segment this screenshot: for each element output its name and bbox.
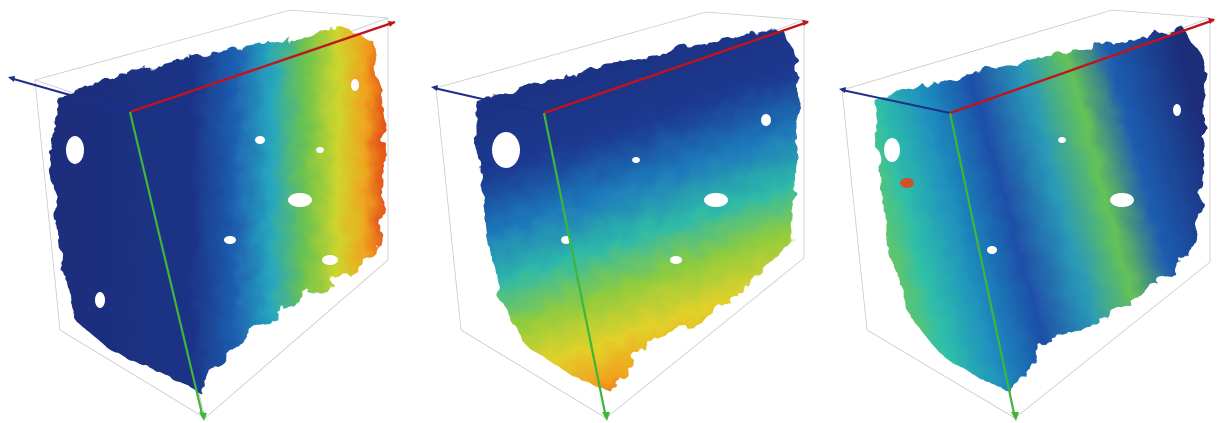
y-axis-line	[841, 89, 951, 114]
porous-volume-left	[50, 28, 385, 392]
volume-panel-left	[0, 0, 406, 423]
volume-panel-right	[812, 0, 1218, 423]
y-axis-arrow	[431, 85, 438, 91]
axes-right	[839, 18, 1215, 421]
y-axis-arrow	[8, 76, 15, 82]
volume-render-middle	[431, 11, 809, 421]
axes-left	[8, 20, 396, 421]
pore-holes-left	[66, 79, 359, 308]
y-axis-line	[9, 77, 131, 113]
porous-volume-right	[874, 28, 1204, 392]
hotspot-red-right	[900, 178, 914, 188]
porous-volume-middle	[476, 28, 798, 392]
x-axis-arrow	[802, 20, 809, 26]
x-axis-arrow	[388, 21, 395, 27]
y-axis-line	[433, 87, 545, 114]
pore-holes-right	[884, 104, 1181, 284]
volume-render-left	[8, 9, 396, 421]
volume-render-right	[839, 9, 1215, 421]
volume-panel-middle	[406, 0, 812, 423]
y-axis-arrow	[839, 87, 846, 93]
z-axis-line	[948, 112, 1017, 419]
z-axis-arrow	[602, 412, 610, 421]
x-axis-line	[543, 20, 809, 115]
pore-holes-middle	[492, 114, 771, 304]
z-axis-line	[128, 111, 205, 419]
z-axis-arrow	[1011, 412, 1019, 421]
axes-middle	[431, 20, 809, 421]
z-axis-arrow	[199, 412, 207, 421]
x-axis-line	[949, 18, 1215, 115]
x-axis-arrow	[1208, 18, 1215, 24]
x-axis-line	[129, 20, 396, 114]
z-axis-line	[542, 112, 608, 419]
